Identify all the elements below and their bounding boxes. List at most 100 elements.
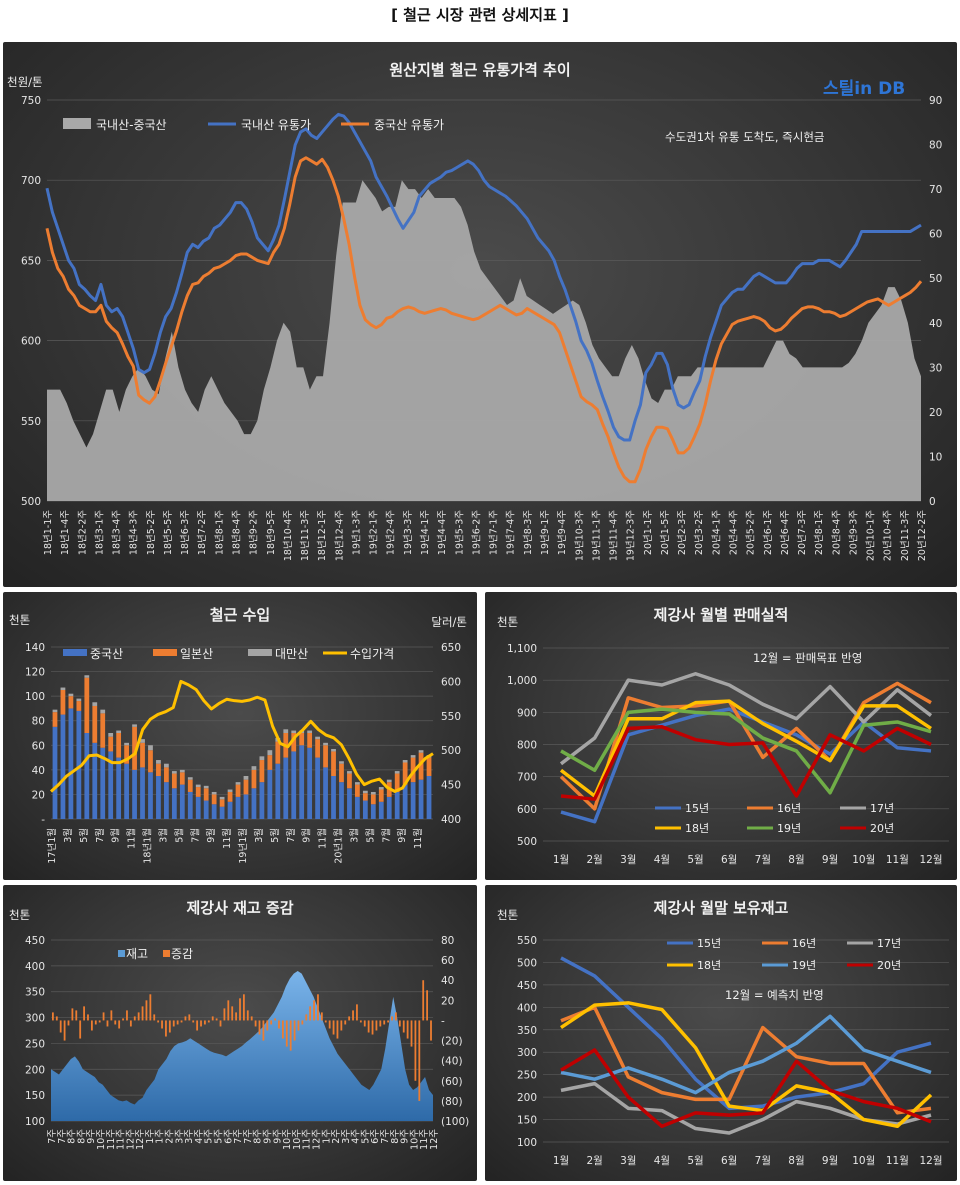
bar-japan <box>291 733 297 752</box>
y2-tick-label: (20) <box>441 1036 463 1048</box>
legend-label: 19년 <box>777 822 801 835</box>
line-series-19년 <box>560 1014 932 1095</box>
y2-tick-label: 500 <box>441 745 461 757</box>
bar-change <box>75 1010 78 1021</box>
x-tick-label: 12주 <box>125 1129 136 1150</box>
x-tick-label: 18년5-5주 <box>163 510 174 555</box>
bar-change <box>141 1006 144 1021</box>
y-tick-label: 350 <box>517 1025 537 1037</box>
bar-change <box>102 1012 105 1021</box>
y-tick-label: 700 <box>21 175 41 187</box>
x-tick-label: 19년11-4주 <box>609 510 620 561</box>
x-tick-label: 20년4-1주 <box>711 510 722 555</box>
bar-china <box>386 796 392 819</box>
x-tick-label: 20년1월 <box>333 828 345 864</box>
y-tick-label: 500 <box>21 496 41 508</box>
y2-tick-label: 50 <box>929 273 942 285</box>
bar-change <box>59 1020 62 1033</box>
bar-china <box>331 776 336 819</box>
y-tick-label: 550 <box>517 935 537 947</box>
bar-china <box>243 794 249 819</box>
legend-swatch <box>118 950 125 957</box>
bar-japan <box>267 755 273 770</box>
bar-japan <box>315 739 320 758</box>
bar-taiwan <box>195 784 201 788</box>
y-tick-label: - <box>41 814 45 826</box>
bar-change <box>352 1010 354 1021</box>
bar-taiwan <box>164 763 169 768</box>
x-tick-label: 1월 <box>553 1155 569 1167</box>
legend-swatch <box>163 950 170 957</box>
x-tick-label: 3주 <box>174 1129 185 1144</box>
bar-japan <box>84 677 90 733</box>
x-tick-label: 19년6-2주 <box>471 510 482 555</box>
bar-taiwan <box>92 702 98 706</box>
bar-change <box>379 1020 382 1027</box>
bar-change <box>398 1020 401 1027</box>
bar-japan <box>179 772 185 785</box>
bar-japan <box>203 788 209 801</box>
bar-china <box>299 745 305 819</box>
bar-taiwan <box>323 742 328 746</box>
y2-tick-label: 90 <box>929 95 942 107</box>
y-tick-label: 100 <box>517 1137 537 1149</box>
y-tick-label: 700 <box>517 772 537 784</box>
bar-taiwan <box>84 675 90 678</box>
y2-tick-label: 0 <box>929 496 936 508</box>
bar-taiwan <box>140 739 145 743</box>
x-tick-label: 11월 <box>126 828 138 849</box>
x-tick-label: 20년4-4주 <box>728 510 739 555</box>
y-tick-label: 1,100 <box>507 643 537 655</box>
bar-change <box>215 1018 218 1021</box>
chart-note: 12월 = 예측치 반영 <box>725 988 824 1002</box>
bar-taiwan <box>68 693 74 697</box>
x-tick-label: 12주 <box>429 1129 440 1150</box>
x-tick-label: 8월 <box>788 1155 804 1167</box>
bar-japan <box>211 794 217 805</box>
y-tick-label: 800 <box>517 740 537 752</box>
bar-change <box>320 1012 323 1021</box>
bar-change <box>114 1020 117 1025</box>
x-tick-label: 6월 <box>721 854 737 866</box>
bar-china <box>402 784 408 819</box>
bar-china <box>251 788 257 819</box>
x-tick-label: 9월 <box>396 828 408 843</box>
bar-change <box>122 1018 124 1021</box>
x-tick-label: 18년6-3주 <box>180 510 191 555</box>
bar-japan <box>100 713 106 748</box>
x-tick-label: 7주 <box>380 1129 391 1144</box>
x-tick-label: 18년11-3주 <box>300 510 311 561</box>
chart-panel-monthly-sales: 제강사 월별 판매실적 천톤 500 600 700 800 900 1,000 1,100 1월… <box>485 592 957 880</box>
x-tick-label: 11월 <box>412 828 424 849</box>
x-tick-label: 19년11-1주 <box>591 510 602 561</box>
y-tick-label: 600 <box>517 804 537 816</box>
bar-china <box>203 800 209 819</box>
x-tick-label: 3월 <box>348 828 360 843</box>
bar-change <box>227 1000 230 1021</box>
bar-change <box>363 1020 366 1027</box>
bar-china <box>187 791 193 819</box>
y-tick-label: 600 <box>21 336 41 348</box>
bar-change <box>383 1020 386 1025</box>
bar-change <box>83 1006 85 1021</box>
legend-swatch <box>248 649 272 656</box>
bar-taiwan <box>307 730 313 733</box>
x-tick-label: 3월 <box>157 828 169 843</box>
bar-change <box>98 1020 101 1023</box>
x-tick-label: 19년2-4주 <box>386 510 397 555</box>
x-tick-label: 19년4-1주 <box>420 510 431 555</box>
y2-tick-label: 400 <box>441 814 461 826</box>
x-tick-label: 7월 <box>189 828 201 843</box>
x-tick-label: 8월 <box>788 854 804 866</box>
bar-change <box>145 1000 148 1021</box>
x-tick-label: 19년1월 <box>237 828 249 864</box>
bar-japan <box>195 787 201 797</box>
bar-china <box>84 733 90 819</box>
bar-taiwan <box>156 760 161 764</box>
x-tick-label: 20년10-1주 <box>866 510 877 561</box>
bar-taiwan <box>219 796 225 800</box>
bar-china <box>291 751 297 819</box>
x-tick-label: 10월 <box>852 854 875 866</box>
x-tick-label: 20년6-1주 <box>763 510 774 555</box>
y2-tick-label: 450 <box>441 780 461 792</box>
